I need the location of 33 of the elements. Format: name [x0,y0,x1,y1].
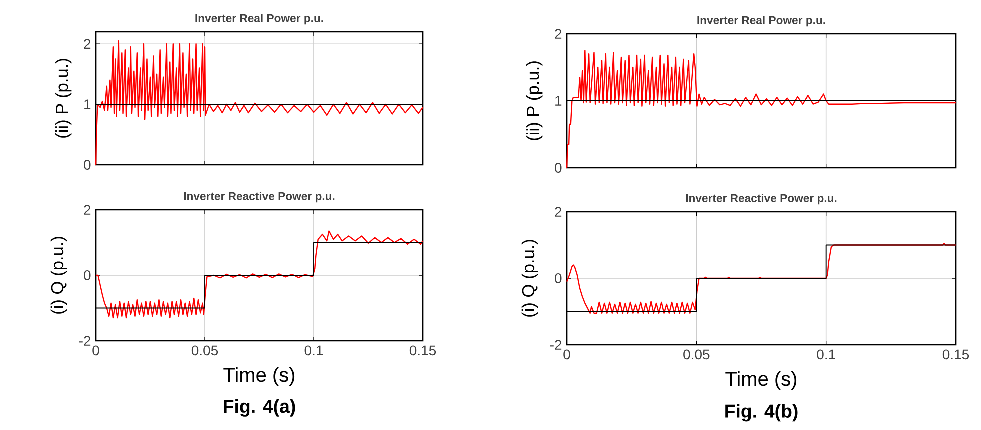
x-tick-label: 0.05 [192,346,218,356]
x-tick-label: 0.1 [304,346,324,356]
x-tick-label: 0.15 [942,350,970,360]
x-tick-label: 0 [92,346,100,356]
x-tick-label: 0.1 [817,350,836,360]
y-tick-label: -2 [550,340,562,350]
line-series [95,230,424,319]
y-tick-label: 2 [84,205,91,215]
x-axis-title: Time (s) [224,367,295,386]
chart-title: Inverter Real Power p.u. [698,16,826,27]
y-tick-label: 1 [556,96,562,106]
y-tick-label: -2 [79,336,91,346]
y-tick-label: 1 [84,100,91,110]
y-axis-title: (ii) P (p.u.) [56,59,72,138]
y-tick-label: 2 [555,207,562,217]
chart-title: Inverter Real Power p.u. [196,14,324,25]
caption: Fig. 4(b) [726,404,798,422]
x-axis-title: Time (s) [726,371,797,390]
x-tick-label: 0 [564,350,570,360]
y-axis-title: (i) Q (p.u.) [50,237,68,314]
x-tick-label: 0.05 [684,350,710,360]
y-tick-label: 0 [84,160,91,170]
y-tick-label: 2 [84,39,91,49]
y-tick-label: 0 [555,163,562,173]
y-tick-label: 2 [555,29,562,39]
caption: Fig. 4(a) [224,399,296,417]
chart-title: Inverter Reactive Power p.u. [686,194,837,205]
x-tick-label: 0.15 [410,346,436,356]
y-axis-title: (i) Q (p.u.) [522,240,538,317]
y-axis-title: (ii) P (p.u.) [526,62,543,140]
y-tick-label: 0 [84,270,91,280]
y-tick-label: 0 [555,274,562,284]
chart-title: Inverter Reactive Power p.u. [184,192,335,203]
